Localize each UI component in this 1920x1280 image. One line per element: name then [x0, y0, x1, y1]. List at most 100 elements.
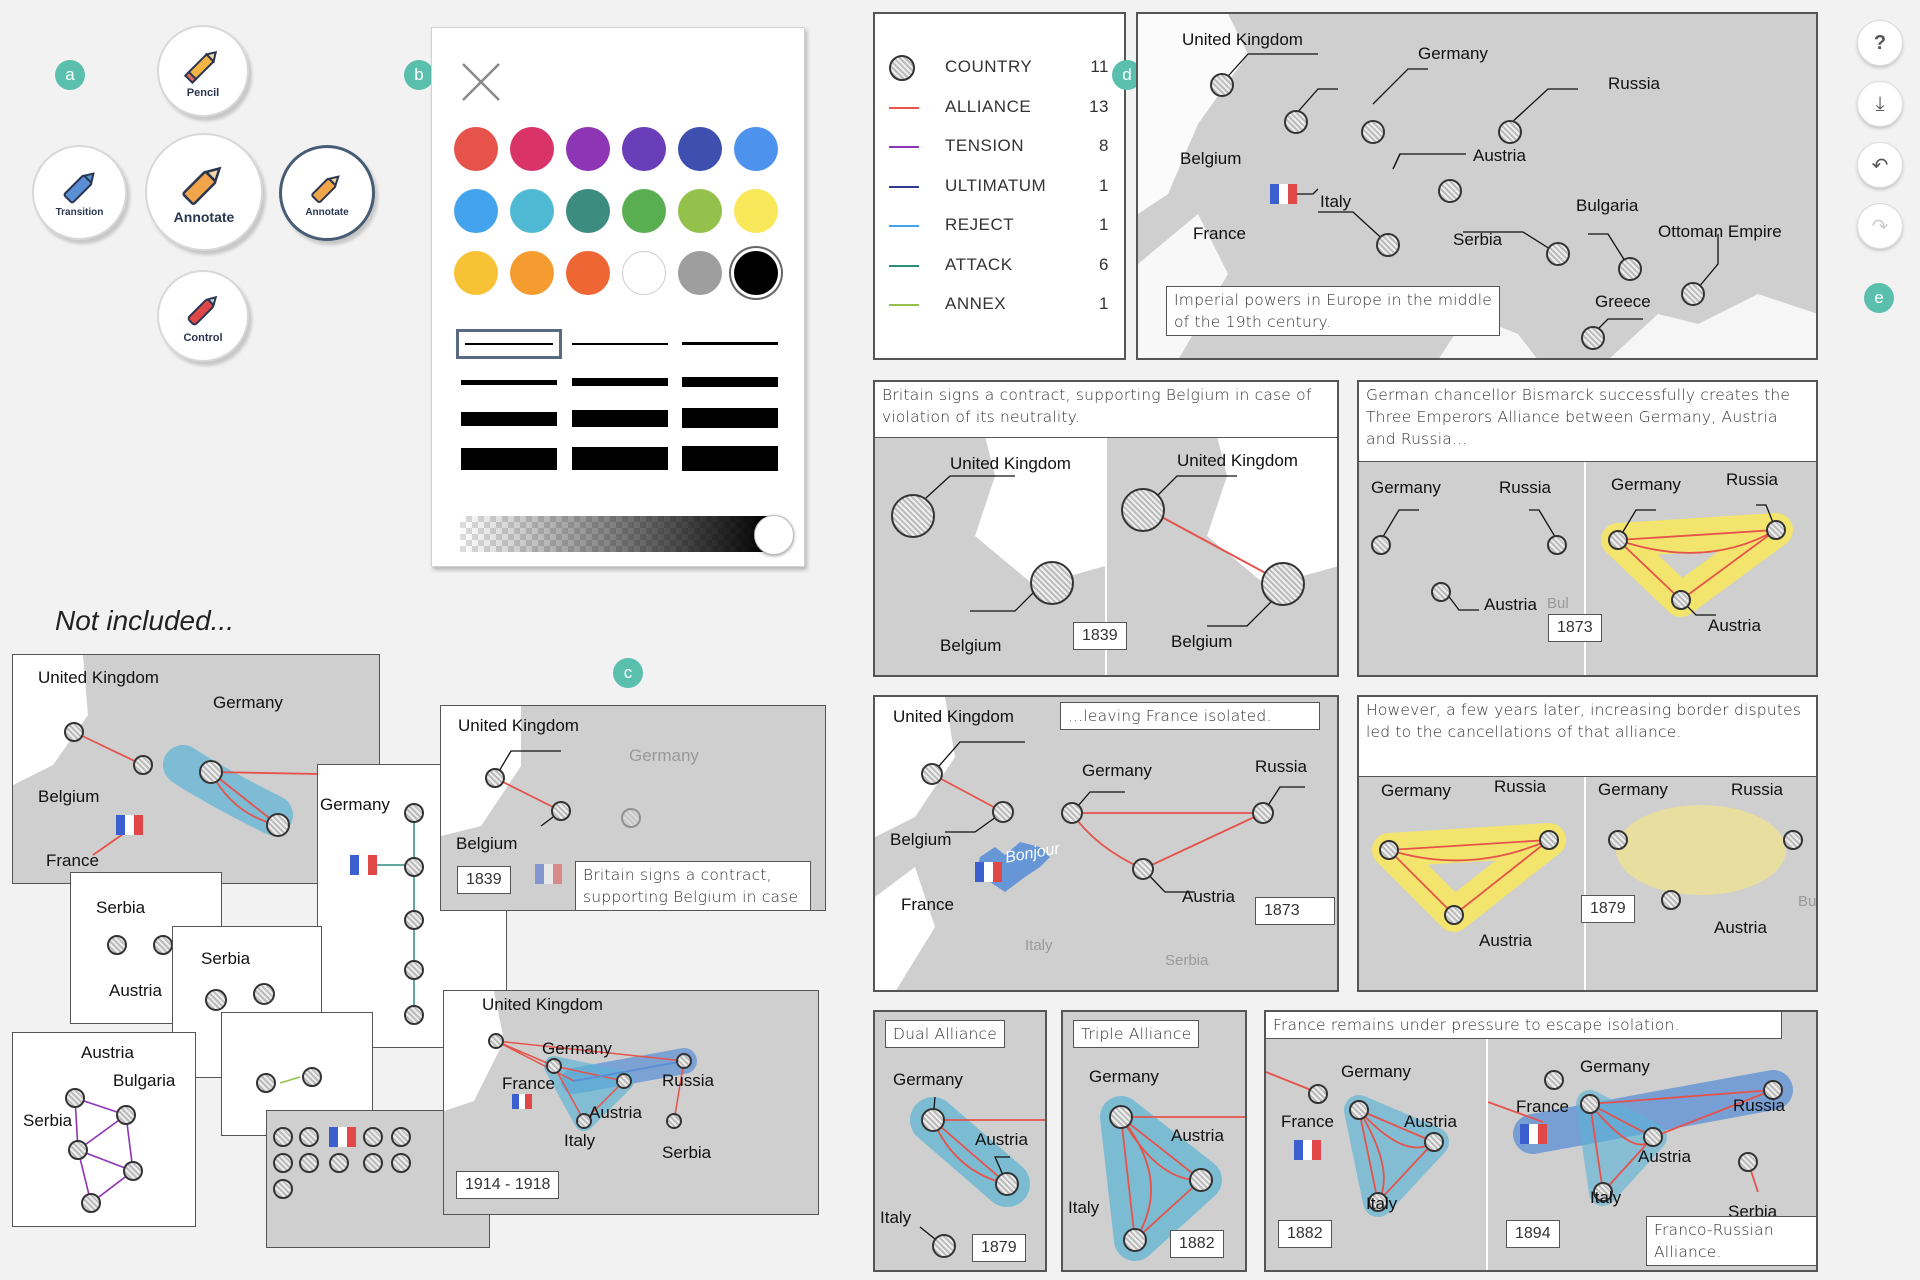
node-russia[interactable]	[1252, 802, 1274, 824]
pencil-tool-button[interactable]: Pencil	[157, 25, 249, 117]
color-swatch[interactable]	[734, 189, 778, 233]
node-austria[interactable]	[153, 935, 173, 955]
overview-panel[interactable]: United Kingdom Germany Russia Belgium Au…	[1136, 12, 1818, 360]
stroke-width-10[interactable]	[461, 448, 557, 470]
control-tool-button[interactable]: Control	[157, 270, 249, 362]
node-serbia[interactable]	[1546, 242, 1570, 266]
node-italy[interactable]	[576, 1113, 592, 1129]
node-uk[interactable]	[891, 494, 935, 538]
node-germany[interactable]	[1371, 535, 1391, 555]
story-panel-dual-alliance[interactable]: Germany Austria Italy Dual Alliance 1879	[873, 1010, 1047, 1272]
help-icon[interactable]: ?	[1857, 20, 1903, 66]
story-panel-1839[interactable]: United Kingdom Belgium United Kingdom Be…	[873, 380, 1339, 677]
color-swatch[interactable]	[454, 189, 498, 233]
undo-icon[interactable]: ↶	[1857, 142, 1903, 188]
story-panel-franco-russian[interactable]: Germany Austria France Italy Germany Rus…	[1264, 1010, 1818, 1272]
node-russia[interactable]	[676, 1053, 692, 1069]
legend-row[interactable]: ULTIMATUM 1	[875, 171, 1125, 201]
node-serbia[interactable]	[1738, 1152, 1758, 1172]
color-swatch[interactable]	[678, 251, 722, 295]
stroke-width-8[interactable]	[572, 410, 668, 427]
node-austria[interactable]	[1671, 590, 1691, 610]
stroke-width-4[interactable]	[461, 380, 557, 385]
close-icon[interactable]	[459, 60, 503, 104]
node[interactable]	[391, 1153, 411, 1173]
node-germany[interactable]	[199, 760, 223, 784]
color-swatch[interactable]	[566, 127, 610, 171]
node-germany[interactable]	[1061, 802, 1083, 824]
node-germany[interactable]	[1580, 1094, 1600, 1114]
node[interactable]	[404, 857, 424, 877]
node-austria[interactable]	[616, 1073, 632, 1089]
node-austria[interactable]	[1132, 858, 1154, 880]
node[interactable]	[273, 1153, 293, 1173]
story-panel-triple-alliance[interactable]: Germany Austria Italy Triple Alliance 18…	[1061, 1010, 1247, 1272]
node-belgium[interactable]	[1261, 562, 1305, 606]
node[interactable]	[302, 1067, 322, 1087]
node[interactable]	[299, 1153, 319, 1173]
node-russia[interactable]	[1783, 830, 1803, 850]
node[interactable]	[391, 1127, 411, 1147]
node-bulgaria[interactable]	[116, 1105, 136, 1125]
node-germany[interactable]	[1608, 530, 1628, 550]
node-belgium[interactable]	[1030, 561, 1074, 605]
node[interactable]	[273, 1127, 293, 1147]
node-austria[interactable]	[1431, 582, 1451, 602]
node-uk[interactable]	[921, 763, 943, 785]
node-austria[interactable]	[995, 1172, 1019, 1196]
opacity-slider[interactable]	[460, 516, 770, 552]
node-belgium[interactable]	[551, 801, 571, 821]
node-germany[interactable]	[1109, 1105, 1133, 1129]
node-germany[interactable]	[621, 808, 641, 828]
node-belgium[interactable]	[992, 801, 1014, 823]
node-uk[interactable]	[1308, 1084, 1328, 1104]
node[interactable]	[404, 1005, 424, 1025]
color-swatch[interactable]	[622, 189, 666, 233]
node-serbia[interactable]	[666, 1113, 682, 1129]
node-germany[interactable]	[404, 803, 424, 823]
stroke-width-2[interactable]	[572, 343, 668, 345]
node-austria[interactable]	[1189, 1168, 1213, 1192]
node-germany[interactable]	[1361, 120, 1385, 144]
node[interactable]	[123, 1161, 143, 1181]
node-germany[interactable]	[1608, 830, 1628, 850]
color-swatch[interactable]	[678, 127, 722, 171]
node-austria[interactable]	[1643, 1127, 1663, 1147]
legend-row[interactable]: ALLIANCE 13	[875, 92, 1125, 122]
story-panel-1873-b[interactable]: Bonjour United Kingdom Germany Russia Be…	[873, 695, 1339, 992]
color-swatch[interactable]	[566, 189, 610, 233]
node-russia[interactable]	[1547, 535, 1567, 555]
node[interactable]	[404, 960, 424, 980]
legend-row[interactable]: COUNTRY 11	[875, 52, 1125, 82]
node[interactable]	[81, 1193, 101, 1213]
stroke-width-selected[interactable]	[456, 329, 562, 359]
stroke-width-7[interactable]	[461, 412, 557, 426]
node-uk[interactable]	[488, 1033, 504, 1049]
node-italy[interactable]	[1368, 1192, 1388, 1212]
node-serbia[interactable]	[107, 935, 127, 955]
node-serbia[interactable]	[205, 989, 227, 1011]
node[interactable]	[273, 1179, 293, 1199]
opacity-slider-thumb[interactable]	[754, 515, 794, 555]
node[interactable]	[299, 1127, 319, 1147]
node-italy[interactable]	[932, 1234, 956, 1258]
annotate-tool-button[interactable]: Annotate	[279, 145, 375, 241]
node-russia[interactable]	[1766, 520, 1786, 540]
color-swatch[interactable]	[510, 251, 554, 295]
color-swatch[interactable]	[510, 127, 554, 171]
node-belgium[interactable]	[133, 755, 153, 775]
redo-icon[interactable]: ↷	[1857, 203, 1903, 249]
transition-tool-button[interactable]: Transition	[32, 145, 127, 240]
stroke-width-3[interactable]	[682, 342, 778, 345]
node[interactable]	[363, 1127, 383, 1147]
color-swatch[interactable]	[454, 127, 498, 171]
node-uk[interactable]	[485, 768, 505, 788]
annotate-center-button[interactable]: Annotate	[145, 133, 263, 251]
node[interactable]	[404, 910, 424, 930]
legend-row[interactable]: ATTACK 6	[875, 250, 1125, 280]
node-belgium[interactable]	[1284, 110, 1308, 134]
node-uk[interactable]	[1121, 488, 1165, 532]
color-swatch[interactable]	[734, 127, 778, 171]
node-austria[interactable]	[1444, 905, 1464, 925]
color-swatch[interactable]	[510, 189, 554, 233]
